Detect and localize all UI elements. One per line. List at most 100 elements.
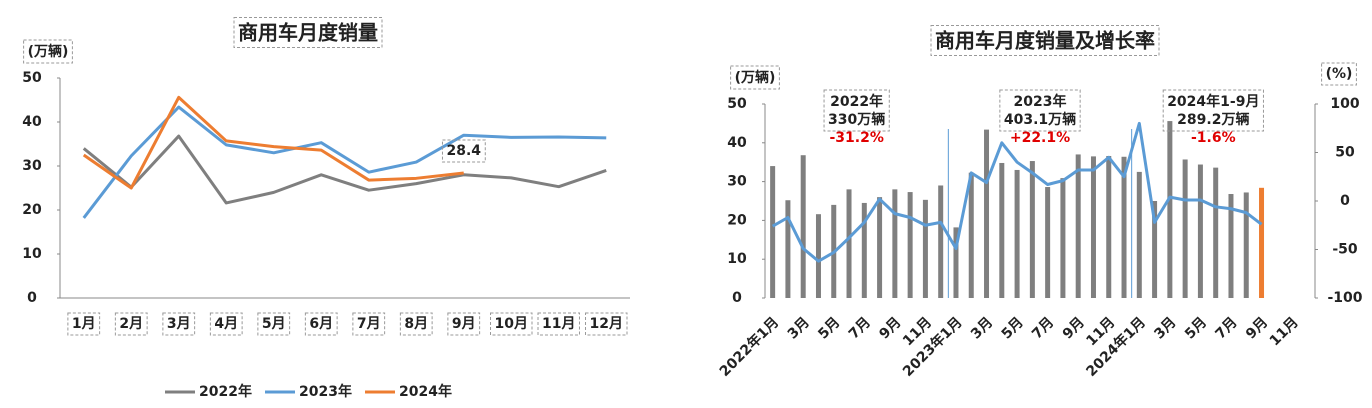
annotation-box [999, 89, 1081, 132]
x-tick-label: 3月 [968, 314, 996, 342]
label-box [114, 312, 148, 336]
x-tick-label: 7月 [846, 314, 874, 342]
x-tick-label: 2月 [119, 316, 143, 332]
annotation-line: 2024年1-9月 [1167, 93, 1259, 110]
label-box [233, 17, 383, 48]
x-tick-label: 9月 [452, 316, 476, 332]
x-tick-label: 11月 [542, 316, 575, 332]
bar [1090, 156, 1096, 298]
y-tick-label: 0 [732, 290, 742, 306]
bar [877, 197, 883, 298]
annotation-line: 330万辆 [828, 111, 885, 128]
bar [922, 199, 928, 298]
series-line [771, 121, 1263, 263]
label-box [585, 312, 628, 336]
bar [770, 166, 776, 298]
label-box [257, 312, 291, 336]
y-tick-label: 20 [22, 202, 42, 218]
y-tick-label: 30 [727, 174, 747, 190]
y-tick-label: 10 [22, 246, 42, 262]
annotation-line: 403.1万辆 [1004, 111, 1076, 128]
label-box [537, 312, 580, 336]
y-tick-label: 10 [727, 251, 747, 267]
label-box [730, 65, 780, 90]
legend-label: 2022年 [199, 383, 252, 400]
label-box [1321, 62, 1357, 86]
x-tick-label: 8月 [404, 316, 428, 332]
y-tick-label: 50 [727, 96, 747, 112]
chart-title: 商用车月度销量 [238, 21, 378, 45]
legend-label: 2023年 [299, 383, 352, 400]
bar [907, 192, 913, 298]
bar [999, 162, 1005, 298]
bar [1029, 161, 1035, 298]
bar [1136, 171, 1142, 298]
annotation-box [823, 89, 890, 132]
x-tick-label: 5月 [815, 314, 843, 342]
y-tick-label: 0 [27, 290, 37, 306]
label-box [352, 312, 386, 336]
label-box [441, 139, 486, 163]
bar [1228, 194, 1234, 298]
x-tick-label: 2022年1月 [716, 314, 782, 380]
x-tick-label: 10月 [495, 316, 528, 332]
bar [1121, 156, 1127, 298]
annotation-line: 2022年 [830, 93, 883, 110]
x-tick-label: 11月 [1267, 314, 1302, 349]
label-box [162, 312, 196, 336]
bar [984, 129, 990, 298]
annotation-line: +22.1% [1010, 130, 1070, 146]
y-axis-label: (万辆) [28, 43, 69, 60]
x-tick-label: 5月 [1182, 314, 1210, 342]
chart-title: 商用车月度销量及增长率 [935, 29, 1155, 53]
x-tick-label: 1月 [72, 316, 96, 332]
bar [800, 155, 806, 298]
annotation-line: 289.2万辆 [1177, 111, 1249, 128]
annotation-line: 2023年 [1014, 93, 1067, 110]
label-box [209, 312, 243, 336]
bar [1045, 187, 1051, 298]
y2-tick-label: -50 [1332, 242, 1358, 258]
x-tick-label: 6月 [309, 316, 333, 332]
x-tick-label: 3月 [1151, 314, 1179, 342]
y-tick-label: 30 [22, 158, 42, 174]
bar [1259, 187, 1265, 298]
y2-tick-label: 0 [1340, 193, 1350, 209]
bar [1213, 167, 1219, 298]
annotation-line: -31.2% [829, 130, 883, 146]
x-tick-label: 12月 [590, 316, 623, 332]
x-tick-label: 5月 [262, 316, 286, 332]
bar [785, 200, 791, 298]
bar [1167, 121, 1173, 299]
label-box [23, 39, 73, 64]
x-tick-label: 7月 [357, 316, 381, 332]
bar [1182, 159, 1188, 298]
bar [815, 214, 821, 298]
bar [968, 172, 974, 298]
x-tick-label: 3月 [785, 314, 813, 342]
bar [892, 189, 898, 298]
y2-tick-label: -100 [1327, 290, 1362, 306]
y-tick-label: 40 [22, 114, 42, 130]
y2-tick-label: 50 [1335, 145, 1355, 161]
bar [953, 227, 959, 298]
label-box [490, 312, 533, 336]
y-tick-label: 20 [727, 212, 747, 228]
bar [1106, 155, 1112, 298]
x-tick-label: 7月 [1213, 314, 1241, 342]
annotation-box [1162, 89, 1264, 132]
bar [1152, 201, 1158, 298]
series-line [82, 105, 607, 219]
legend-label: 2024年 [399, 383, 452, 400]
bar [1060, 178, 1066, 298]
label-box [447, 312, 481, 336]
y2-tick-label: 100 [1330, 96, 1359, 112]
y-axis-label: (万辆) [735, 69, 776, 86]
annotation-line: -1.6% [1191, 130, 1236, 146]
x-tick-label: 5月 [999, 314, 1027, 342]
bar [861, 202, 867, 298]
bar [1243, 192, 1249, 298]
series-line [82, 134, 607, 205]
bar [1197, 164, 1203, 298]
x-tick-label: 7月 [1029, 314, 1057, 342]
